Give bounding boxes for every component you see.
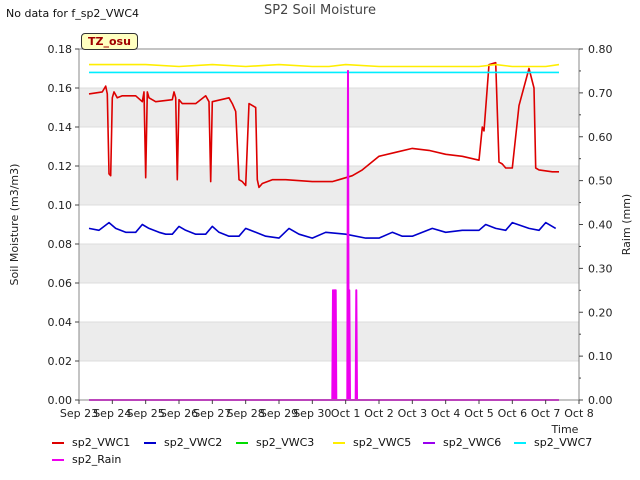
legend-item-sp2_Rain: sp2_Rain	[52, 453, 121, 466]
y-axis-label: Soil Moisture (m3/m3)	[8, 164, 21, 286]
legend-swatch	[333, 441, 345, 444]
y-tick-label: 0.06	[48, 277, 73, 290]
y2-tick-label: 0.10	[588, 350, 613, 363]
legend-label: sp2_VWC1	[72, 436, 131, 449]
y-tick-label: 0.08	[48, 238, 73, 251]
x-tick-label: Oct 4	[431, 407, 461, 420]
no-data-note: No data for f_sp2_VWC4	[6, 7, 140, 20]
background-band	[79, 322, 579, 361]
series-line-sp2_VWC2	[88, 221, 557, 239]
x-tick-label: Oct 6	[498, 407, 528, 420]
x-tick-label: Oct 5	[464, 407, 494, 420]
x-tick-label: Sep 28	[227, 407, 265, 420]
station-label-badge: TZ_osu	[81, 33, 138, 50]
legend-swatch	[52, 458, 64, 461]
y-tick-label: 0.00	[48, 394, 73, 407]
legend-item-sp2_VWC7: sp2_VWC7	[514, 436, 592, 449]
y2-tick-label: 0.40	[588, 219, 613, 232]
legend-swatch	[514, 441, 526, 444]
legend-swatch	[52, 441, 64, 444]
legend-item-sp2_VWC5: sp2_VWC5	[333, 436, 411, 449]
background-band	[79, 244, 579, 283]
y-tick-label: 0.18	[48, 43, 73, 56]
y2-tick-label: 0.00	[588, 394, 613, 407]
legend-label: sp2_Rain	[72, 453, 122, 466]
x-tick-label: Sep 25	[127, 407, 165, 420]
legend-swatch	[236, 441, 248, 444]
y2-tick-label: 0.60	[588, 131, 613, 144]
legend-label: sp2_VWC6	[443, 436, 502, 449]
series-line-sp2_VWC1	[88, 61, 559, 189]
y-tick-label: 0.16	[48, 82, 73, 95]
x-tick-label: Sep 29	[260, 407, 298, 420]
y2-tick-label: 0.80	[588, 43, 613, 56]
x-tick-label: Oct 3	[398, 407, 428, 420]
legend-label: sp2_VWC3	[256, 436, 315, 449]
y-tick-label: 0.14	[48, 121, 73, 134]
y-tick-label: 0.10	[48, 199, 73, 212]
y-tick-label: 0.02	[48, 355, 73, 368]
x-axis-label: Time	[551, 423, 579, 436]
legend-item-sp2_VWC1: sp2_VWC1	[52, 436, 130, 449]
legend-item-sp2_VWC6: sp2_VWC6	[423, 436, 501, 449]
y2-tick-label: 0.30	[588, 262, 613, 275]
y2-tick-label: 0.70	[588, 87, 613, 100]
legend-item-sp2_VWC2: sp2_VWC2	[144, 436, 222, 449]
y-tick-label: 0.04	[48, 316, 73, 329]
background-band	[79, 166, 579, 205]
legend-label: sp2_VWC2	[164, 436, 223, 449]
legend-label: sp2_VWC7	[534, 436, 593, 449]
legend-label: sp2_VWC5	[353, 436, 412, 449]
background-band	[79, 88, 579, 127]
legend-swatch	[144, 441, 156, 444]
y2-tick-label: 0.50	[588, 175, 613, 188]
x-tick-label: Sep 30	[293, 407, 331, 420]
x-tick-label: Sep 26	[160, 407, 198, 420]
y-tick-label: 0.12	[48, 160, 73, 173]
chart-title: SP2 Soil Moisture	[263, 3, 376, 18]
x-tick-label: Sep 23	[60, 407, 98, 420]
x-tick-label: Oct 8	[564, 407, 594, 420]
x-tick-label: Oct 2	[364, 407, 394, 420]
series-line-sp2_VWC5	[89, 63, 560, 68]
x-tick-label: Sep 24	[93, 407, 131, 420]
legend-swatch	[423, 441, 435, 444]
x-tick-label: Sep 27	[193, 407, 231, 420]
x-tick-label: Oct 1	[331, 407, 361, 420]
legend-item-sp2_VWC3: sp2_VWC3	[236, 436, 314, 449]
x-tick-label: Oct 7	[531, 407, 561, 420]
y2-axis-label: Raim (mm)	[620, 194, 633, 255]
y2-tick-label: 0.20	[588, 306, 613, 319]
